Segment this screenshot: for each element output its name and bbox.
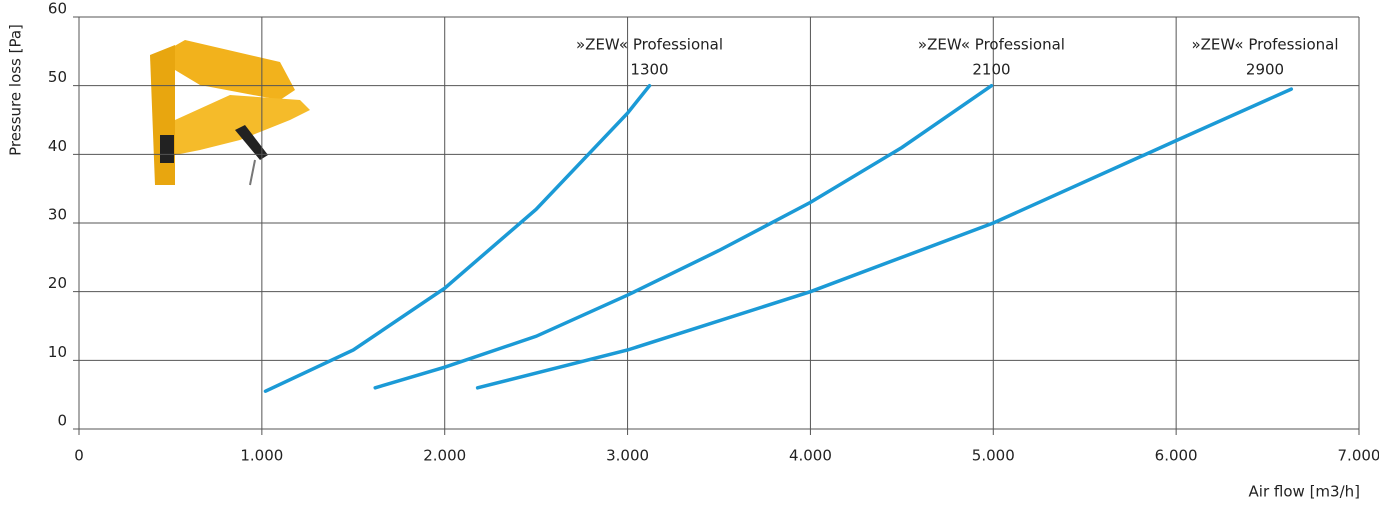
x-tick-label: 1.000	[240, 447, 283, 465]
x-axis-label: Air flow [m3/h]	[1249, 483, 1360, 501]
x-tick-label: 7.000	[1338, 447, 1379, 465]
y-tick-label: 20	[48, 274, 67, 292]
y-tick-label: 40	[48, 137, 67, 155]
y-tick-label: 0	[57, 412, 67, 430]
y-axis-label: Pressure loss [Pa]	[7, 24, 25, 156]
series-line	[475, 87, 1294, 390]
x-tick-label: 5.000	[972, 447, 1015, 465]
x-tick-label: 4.000	[789, 447, 832, 465]
y-tick-label: 30	[48, 206, 67, 224]
series-label: 2900	[1246, 61, 1284, 79]
x-tick-label: 2.000	[423, 447, 466, 465]
y-tick-label: 60	[48, 0, 67, 18]
series-label: »ZEW« Professional	[1191, 36, 1338, 54]
series-line	[263, 83, 652, 393]
y-tick-label: 10	[48, 343, 67, 361]
series-label: 2100	[972, 61, 1010, 79]
x-tick-label: 3.000	[606, 447, 649, 465]
product-image	[135, 30, 320, 200]
series-label: »ZEW« Professional	[918, 36, 1065, 54]
series-label: 1300	[630, 61, 668, 79]
series-line	[373, 83, 994, 390]
x-tick-label: 6.000	[1155, 447, 1198, 465]
series-label: »ZEW« Professional	[576, 36, 723, 54]
y-tick-label: 50	[48, 68, 67, 86]
x-tick-label: 0	[74, 447, 84, 465]
